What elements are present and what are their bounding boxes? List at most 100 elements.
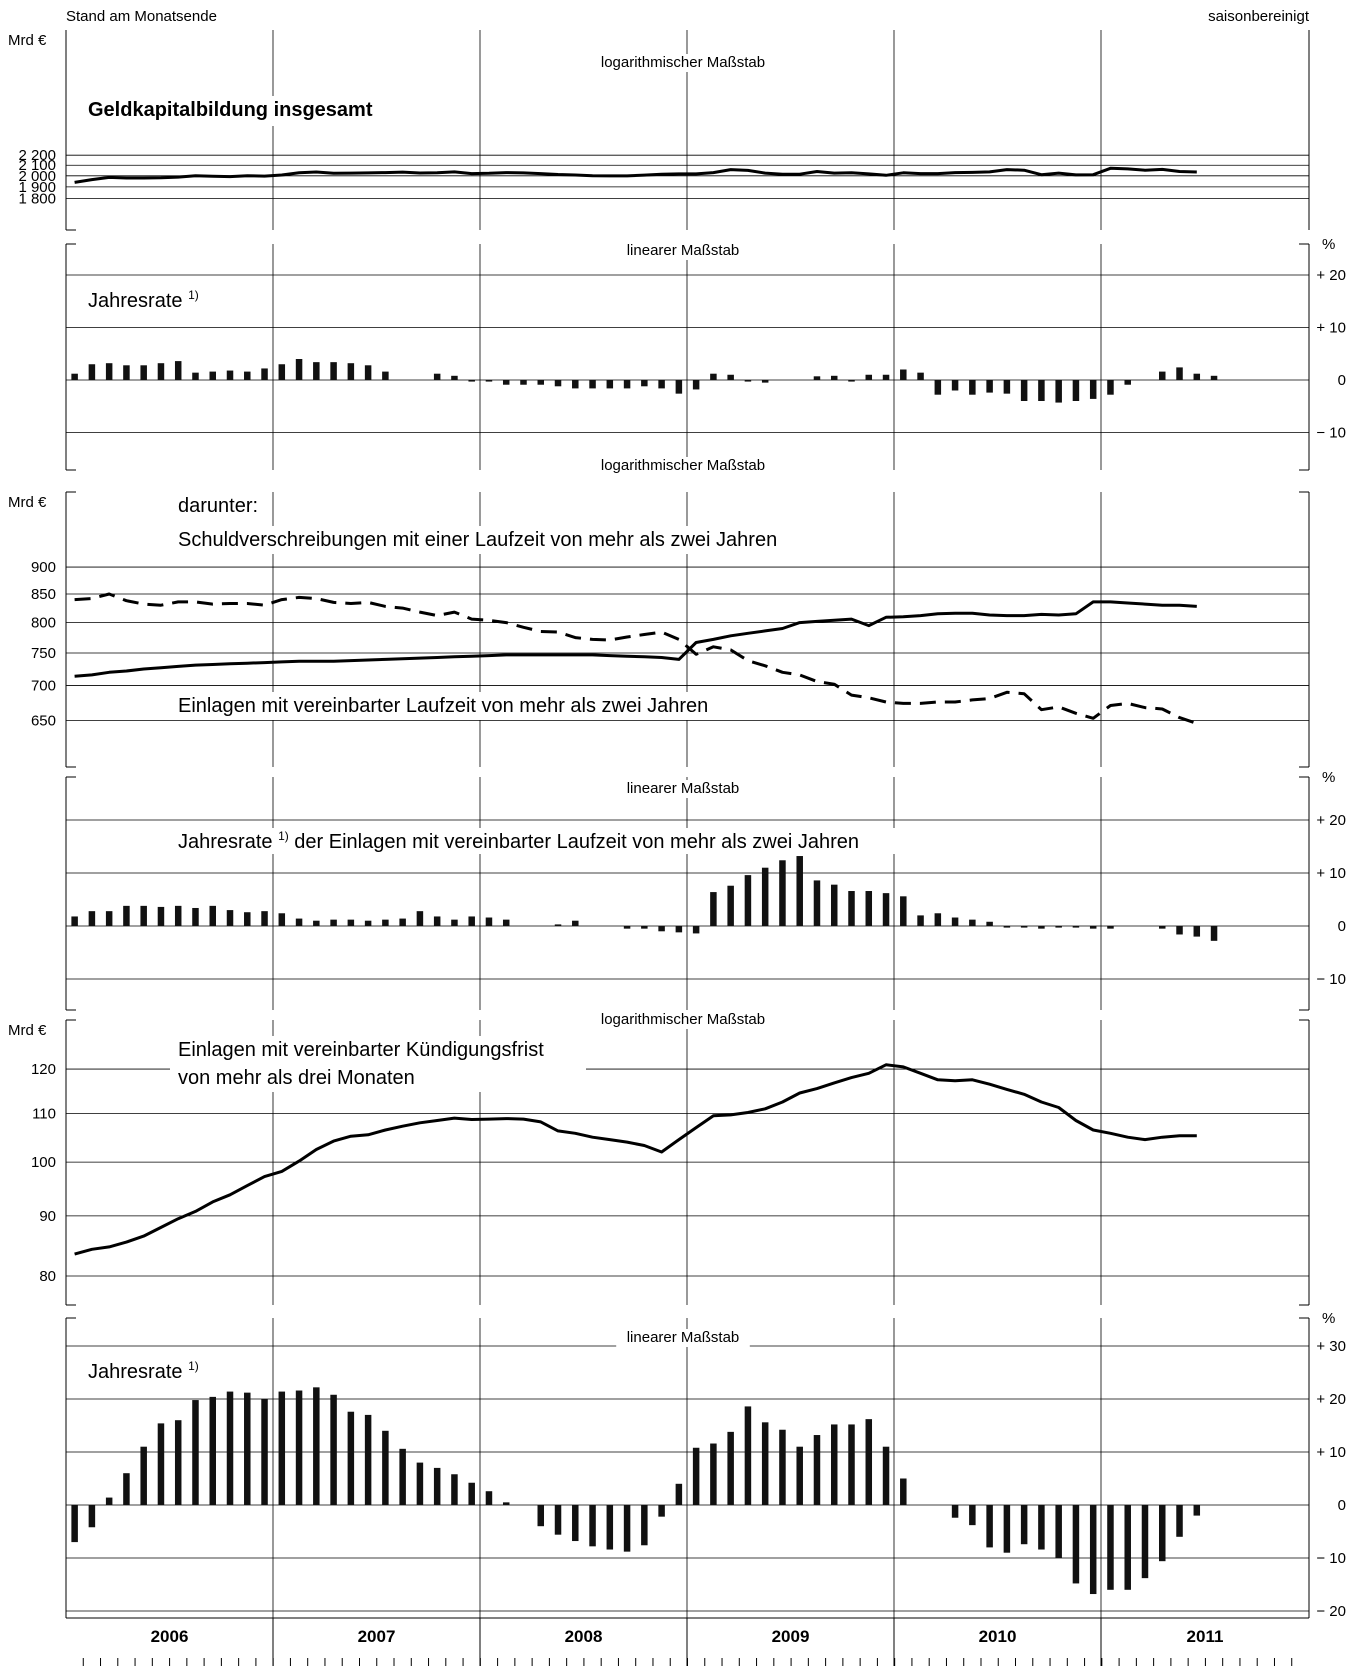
scale-label-bg (616, 1329, 750, 1347)
bar-geldkapital-rate (468, 380, 475, 382)
y-tick-label: + 10 (1316, 1444, 1346, 1461)
y-tick-label: − 10 (1316, 425, 1346, 442)
unit-label: % (1322, 769, 1335, 786)
bar-geldkapital-rate (330, 362, 337, 380)
bar-laufzeit-rate (830, 884, 838, 926)
year-label: 2007 (358, 1627, 396, 1646)
bar-laufzeit-rate (641, 926, 648, 929)
bar-kuendigung-rate (865, 1419, 873, 1505)
bar-laufzeit-rate (502, 919, 510, 926)
bar-geldkapital-rate (848, 380, 855, 382)
bar-kuendigung-rate (416, 1462, 424, 1505)
bar-geldkapital-rate (900, 369, 907, 380)
bar-geldkapital-rate (865, 374, 873, 380)
bar-laufzeit-rate (692, 926, 700, 934)
header-right-label: saisonbereinigt (1208, 8, 1310, 25)
label-bg (170, 828, 916, 854)
bar-laufzeit-rate (951, 917, 959, 926)
marks-laufzeit-level (74, 592, 1198, 725)
bar-laufzeit-rate (1038, 926, 1045, 929)
bar-laufzeit-rate (433, 916, 441, 926)
prefix-label: darunter: (178, 495, 258, 517)
bar-geldkapital-rate (934, 380, 942, 395)
bar-laufzeit-rate (848, 891, 855, 926)
chart-title: Jahresrate 1) der Einlagen mit vereinbar… (178, 829, 859, 853)
bar-geldkapital-rate (364, 365, 372, 380)
bar-laufzeit-rate (900, 896, 907, 926)
bar-kuendigung-rate (744, 1406, 752, 1505)
bar-geldkapital-rate (951, 380, 959, 391)
bar-geldkapital-rate (520, 380, 527, 385)
bar-laufzeit-rate (261, 911, 268, 926)
bar-kuendigung-rate (572, 1505, 579, 1542)
series-line-laufzeit-level-1 (74, 600, 1197, 678)
y-tick-label: 80 (39, 1268, 56, 1285)
bar-geldkapital-rate (658, 380, 665, 389)
bar-kuendigung-rate (1089, 1505, 1097, 1595)
chart-title: Jahresrate 1) (88, 1359, 199, 1383)
bar-laufzeit-rate (209, 905, 216, 926)
bar-geldkapital-rate (1159, 371, 1166, 380)
bar-kuendigung-rate (399, 1448, 406, 1505)
bar-kuendigung-rate (710, 1443, 717, 1505)
scale-label-bg (589, 457, 777, 475)
bar-laufzeit-rate (468, 916, 475, 926)
scale-label-bg (589, 54, 777, 72)
bar-kuendigung-rate (848, 1424, 855, 1505)
bar-kuendigung-rate (986, 1505, 993, 1548)
footnote-mark: 1) (278, 829, 289, 843)
bar-laufzeit-rate (1003, 926, 1011, 928)
bar-geldkapital-rate (278, 364, 286, 380)
series-label-dashed: Schuldverschreibungen mit einer Laufzeit… (178, 529, 777, 551)
bar-laufzeit-rate (1176, 926, 1183, 935)
bar-laufzeit-rate (278, 913, 286, 926)
bar-kuendigung-rate (1038, 1505, 1045, 1550)
label-bg (170, 692, 758, 720)
x-axis: 2006 2007 2008 2009 2010 2011 (66, 1617, 1309, 1666)
bar-kuendigung-rate (606, 1505, 614, 1550)
bar-kuendigung-rate (485, 1491, 493, 1505)
bar-geldkapital-rate (830, 375, 838, 380)
bar-geldkapital-rate (433, 373, 441, 380)
bar-geldkapital-rate (192, 372, 199, 380)
bar-kuendigung-rate (1176, 1505, 1183, 1537)
label-bg (82, 96, 414, 126)
bar-kuendigung-rate (1003, 1505, 1011, 1553)
bar-laufzeit-rate (88, 911, 96, 926)
scale-label: logarithmischer Maßstab (601, 54, 765, 71)
bar-kuendigung-rate (554, 1505, 562, 1535)
year-label: 2010 (979, 1627, 1017, 1646)
y-tick-label: 2 200 (18, 147, 56, 164)
bar-laufzeit-rate (744, 875, 752, 926)
bar-laufzeit-rate (1089, 926, 1097, 929)
unit-label: % (1322, 236, 1335, 253)
bar-kuendigung-rate (451, 1474, 458, 1505)
y-tick-label: 900 (31, 559, 56, 576)
bar-kuendigung-rate (140, 1446, 147, 1505)
bar-geldkapital-rate (226, 370, 234, 380)
series-line-geldkapital-level-0 (74, 166, 1197, 184)
bar-laufzeit-rate (882, 893, 890, 926)
bar-kuendigung-rate (502, 1502, 510, 1505)
bar-kuendigung-rate (71, 1505, 78, 1543)
bar-kuendigung-rate (761, 1422, 769, 1505)
label-bg (170, 1036, 586, 1092)
bar-geldkapital-rate (123, 365, 130, 380)
y-tick-label: 1 900 (18, 179, 56, 196)
scale-label-bg (589, 1011, 777, 1029)
y-tick-label: 0 (1338, 1497, 1346, 1514)
bar-laufzeit-rate (727, 885, 734, 926)
marks-geldkapital-rate (71, 359, 1218, 403)
bar-laufzeit-rate (382, 919, 389, 926)
y-tick-label: 110 (32, 1105, 56, 1122)
bar-kuendigung-rate (658, 1505, 665, 1517)
y-tick-label: 650 (31, 713, 56, 730)
bar-laufzeit-rate (934, 913, 942, 926)
bar-kuendigung-rate (192, 1400, 199, 1505)
y-tick-label: 1 800 (18, 191, 56, 208)
bar-geldkapital-rate (174, 361, 182, 380)
bar-kuendigung-rate (641, 1505, 648, 1546)
unit-label: % (1322, 1310, 1335, 1327)
bar-kuendigung-rate (174, 1420, 182, 1505)
bar-laufzeit-rate (226, 910, 234, 926)
